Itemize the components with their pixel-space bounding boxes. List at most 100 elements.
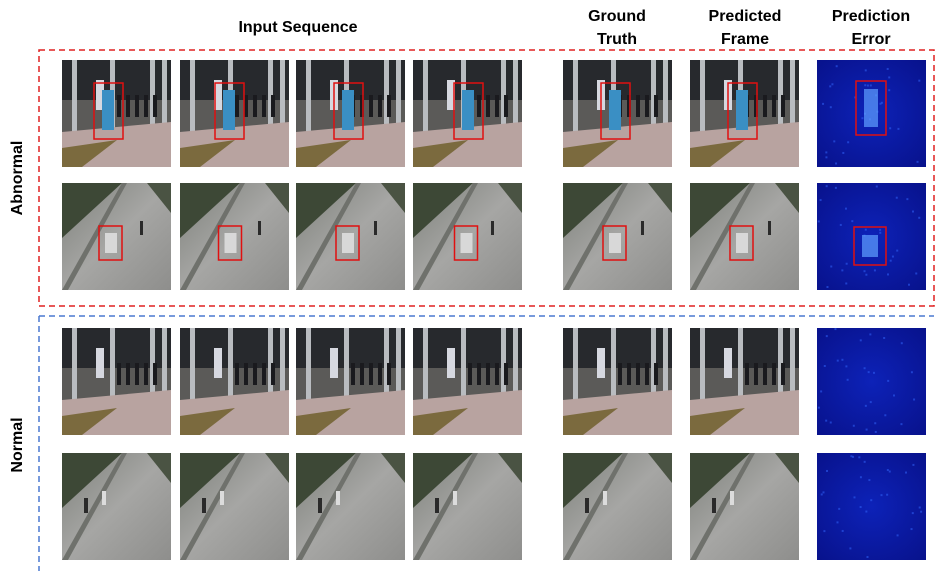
image <box>817 453 926 560</box>
runner <box>102 90 114 130</box>
image <box>62 183 171 290</box>
person <box>491 221 494 235</box>
error-speck <box>912 211 914 213</box>
image <box>817 60 926 167</box>
person <box>781 95 785 117</box>
pillar <box>396 328 401 400</box>
error-speck <box>825 151 827 153</box>
runner <box>223 90 235 130</box>
person <box>585 498 589 513</box>
error-speck <box>845 365 847 367</box>
pillar <box>306 60 311 132</box>
pillar <box>162 60 167 132</box>
error-speck <box>875 431 877 433</box>
person <box>772 363 776 385</box>
person <box>235 363 239 385</box>
error-speck <box>867 85 869 87</box>
person <box>504 95 508 117</box>
pillar <box>190 60 195 132</box>
pillar <box>423 60 428 132</box>
error-speck <box>825 420 827 422</box>
person <box>126 363 130 385</box>
error-speck <box>912 512 914 514</box>
error-speck <box>865 405 867 407</box>
sign <box>330 348 338 378</box>
person <box>378 95 382 117</box>
person <box>351 363 355 385</box>
person <box>636 363 640 385</box>
error-speck <box>847 379 849 381</box>
error-speck <box>823 530 825 532</box>
person <box>117 363 121 385</box>
error-speck <box>849 547 851 549</box>
pillar <box>396 60 401 132</box>
image <box>296 328 405 435</box>
image <box>296 453 405 560</box>
person <box>369 95 373 117</box>
person <box>486 363 490 385</box>
pillar <box>423 328 428 400</box>
pillar <box>790 60 795 132</box>
header-prediction-error: Error <box>851 31 890 48</box>
error-speck <box>900 423 902 425</box>
image <box>62 60 171 167</box>
error-speck <box>913 399 915 401</box>
error-speck <box>840 224 842 226</box>
error-speck <box>888 76 890 78</box>
error-speck <box>829 85 831 87</box>
error-speck <box>860 476 862 478</box>
image <box>180 183 289 290</box>
person <box>504 363 508 385</box>
error-speck <box>841 269 843 271</box>
cyclist <box>736 233 748 253</box>
person <box>262 363 266 385</box>
error-speck <box>868 479 870 481</box>
person <box>636 95 640 117</box>
error-speck <box>820 199 822 201</box>
person <box>84 498 88 513</box>
error-speck <box>864 270 866 272</box>
error-speck <box>886 494 888 496</box>
header-ground-truth: Truth <box>597 31 637 48</box>
pillar <box>790 328 795 400</box>
cyclist <box>342 233 354 253</box>
error-speck <box>879 232 881 234</box>
error-speck <box>874 422 876 424</box>
image <box>563 453 672 560</box>
row-label-abnormal: Abnormal <box>9 141 26 216</box>
person <box>117 95 121 117</box>
error-speck <box>818 220 820 222</box>
image <box>690 328 799 435</box>
image-grid <box>62 60 926 560</box>
person <box>435 498 439 513</box>
pillar <box>738 328 743 400</box>
image <box>62 328 171 435</box>
error-speck <box>851 220 853 222</box>
image <box>413 328 522 435</box>
image <box>180 453 289 560</box>
image <box>413 183 522 290</box>
error-speck <box>887 380 889 382</box>
image <box>296 183 405 290</box>
pillar <box>190 328 195 400</box>
person <box>378 363 382 385</box>
runner <box>736 90 748 130</box>
error-speck <box>865 511 867 513</box>
error-speck <box>837 360 839 362</box>
error-speck <box>838 508 840 510</box>
pillar <box>461 328 466 400</box>
person <box>140 221 143 235</box>
error-speck <box>820 390 822 392</box>
person <box>730 491 734 505</box>
error-map <box>817 453 926 560</box>
error-speck <box>845 208 847 210</box>
error-speck <box>866 556 868 558</box>
person <box>495 363 499 385</box>
error-speck <box>908 284 910 286</box>
pillar <box>700 60 705 132</box>
error-speck <box>905 472 907 474</box>
error-speck <box>824 365 826 367</box>
person <box>262 95 266 117</box>
error-speck <box>834 328 836 330</box>
person <box>153 363 157 385</box>
